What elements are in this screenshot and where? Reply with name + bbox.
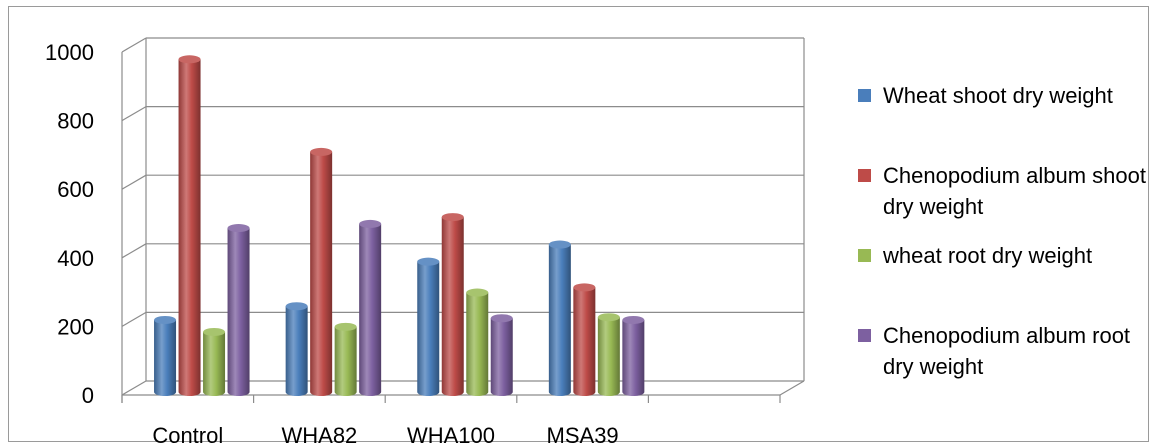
bar-top xyxy=(622,315,645,324)
bar-top xyxy=(548,240,571,249)
bar-chenopodium-album-shoot-dry-weight-msa39 xyxy=(573,283,596,396)
bar-top xyxy=(573,283,596,292)
legend-swatch xyxy=(858,329,871,342)
bar-wheat-root-dry-weight-control xyxy=(203,327,226,396)
bar-wheat-root-dry-weight-wha82 xyxy=(334,322,357,396)
legend-label: Chenopodium album root dry weight xyxy=(883,323,1131,379)
legend-item-wheat-root-dry-weight: wheat root dry weight xyxy=(858,240,1148,271)
bar-wheat-shoot-dry-weight-wha82 xyxy=(285,302,308,396)
side-gridline-200 xyxy=(121,311,147,327)
bar-top xyxy=(417,257,440,266)
legend-label: wheat root dry weight xyxy=(883,243,1093,268)
y-tick-label-200: 200 xyxy=(57,314,94,339)
x-tick-label-msa39: MSA39 xyxy=(547,423,619,443)
bar-body xyxy=(227,228,250,396)
bar-body xyxy=(597,317,620,396)
y-tick-label-600: 600 xyxy=(57,177,94,202)
legend-item-wheat-shoot-dry-weight: Wheat shoot dry weight xyxy=(858,80,1148,111)
side-gridline-0 xyxy=(121,380,147,396)
bar-top xyxy=(310,147,333,156)
bar-body xyxy=(490,318,513,396)
legend-item-chenopodium-album-root-dry-weight: Chenopodium album root dry weight xyxy=(858,320,1148,382)
bar-chenopodium-album-root-dry-weight-wha100 xyxy=(490,314,513,396)
bar-chenopodium-album-shoot-dry-weight-wha100 xyxy=(441,213,464,396)
y-tick-label-800: 800 xyxy=(57,109,94,134)
bar-body xyxy=(417,261,440,396)
side-gridline-800 xyxy=(121,106,147,122)
bar-chenopodium-album-root-dry-weight-wha82 xyxy=(359,219,382,396)
bar-top xyxy=(227,224,250,233)
x-tick-label-control: Control xyxy=(152,423,223,443)
bar-body xyxy=(285,306,308,396)
bar-body xyxy=(178,59,201,396)
x-tick-label-wha82: WHA82 xyxy=(282,423,358,443)
bar-wheat-shoot-dry-weight-msa39 xyxy=(548,240,571,396)
bar-top xyxy=(441,213,464,222)
bar-top xyxy=(334,322,357,331)
bar-top xyxy=(359,219,382,228)
bar-body xyxy=(154,319,177,396)
side-gridline-600 xyxy=(121,174,147,190)
bar-wheat-shoot-dry-weight-control xyxy=(154,315,177,396)
legend-swatch xyxy=(858,169,871,182)
bar-chenopodium-album-shoot-dry-weight-control xyxy=(178,55,201,396)
legend-swatch xyxy=(858,89,871,102)
y-tick-label-0: 0 xyxy=(82,383,94,408)
legend-item-chenopodium-album-shoot-dry-weight: Chenopodium album shoot dry weight xyxy=(858,160,1148,222)
bar-top xyxy=(154,315,177,324)
bar-top xyxy=(490,314,513,323)
legend-label: Wheat shoot dry weight xyxy=(883,83,1113,108)
bar-body xyxy=(573,287,596,396)
x-tick-label-wha100: WHA100 xyxy=(407,423,495,443)
legend-label: Chenopodium album shoot dry weight xyxy=(883,163,1146,219)
bar-chenopodium-album-root-dry-weight-msa39 xyxy=(622,315,645,396)
bar-top xyxy=(178,55,201,64)
bar-wheat-root-dry-weight-wha100 xyxy=(466,288,489,396)
bar-body xyxy=(466,292,489,396)
bar-body xyxy=(622,319,645,396)
bar-body xyxy=(203,331,226,396)
bar-top xyxy=(466,288,489,297)
bar-body xyxy=(334,326,357,396)
bar-body xyxy=(359,223,382,396)
y-tick-label-1000: 1000 xyxy=(45,40,94,65)
y-tick-label-400: 400 xyxy=(57,246,94,271)
bar-body xyxy=(548,244,571,396)
side-gridline-1000 xyxy=(121,37,147,53)
bar-top xyxy=(285,302,308,311)
bar-body xyxy=(441,217,464,396)
bar-chenopodium-album-shoot-dry-weight-wha82 xyxy=(310,147,333,396)
bar-top xyxy=(597,313,620,322)
bar-wheat-root-dry-weight-msa39 xyxy=(597,313,620,396)
side-gridline-400 xyxy=(121,243,147,259)
legend-swatch xyxy=(858,249,871,262)
bar-top xyxy=(203,327,226,336)
floor-right-edge xyxy=(779,380,805,396)
bar-wheat-shoot-dry-weight-wha100 xyxy=(417,257,440,396)
bar-chenopodium-album-root-dry-weight-control xyxy=(227,224,250,396)
bar-body xyxy=(310,151,333,396)
